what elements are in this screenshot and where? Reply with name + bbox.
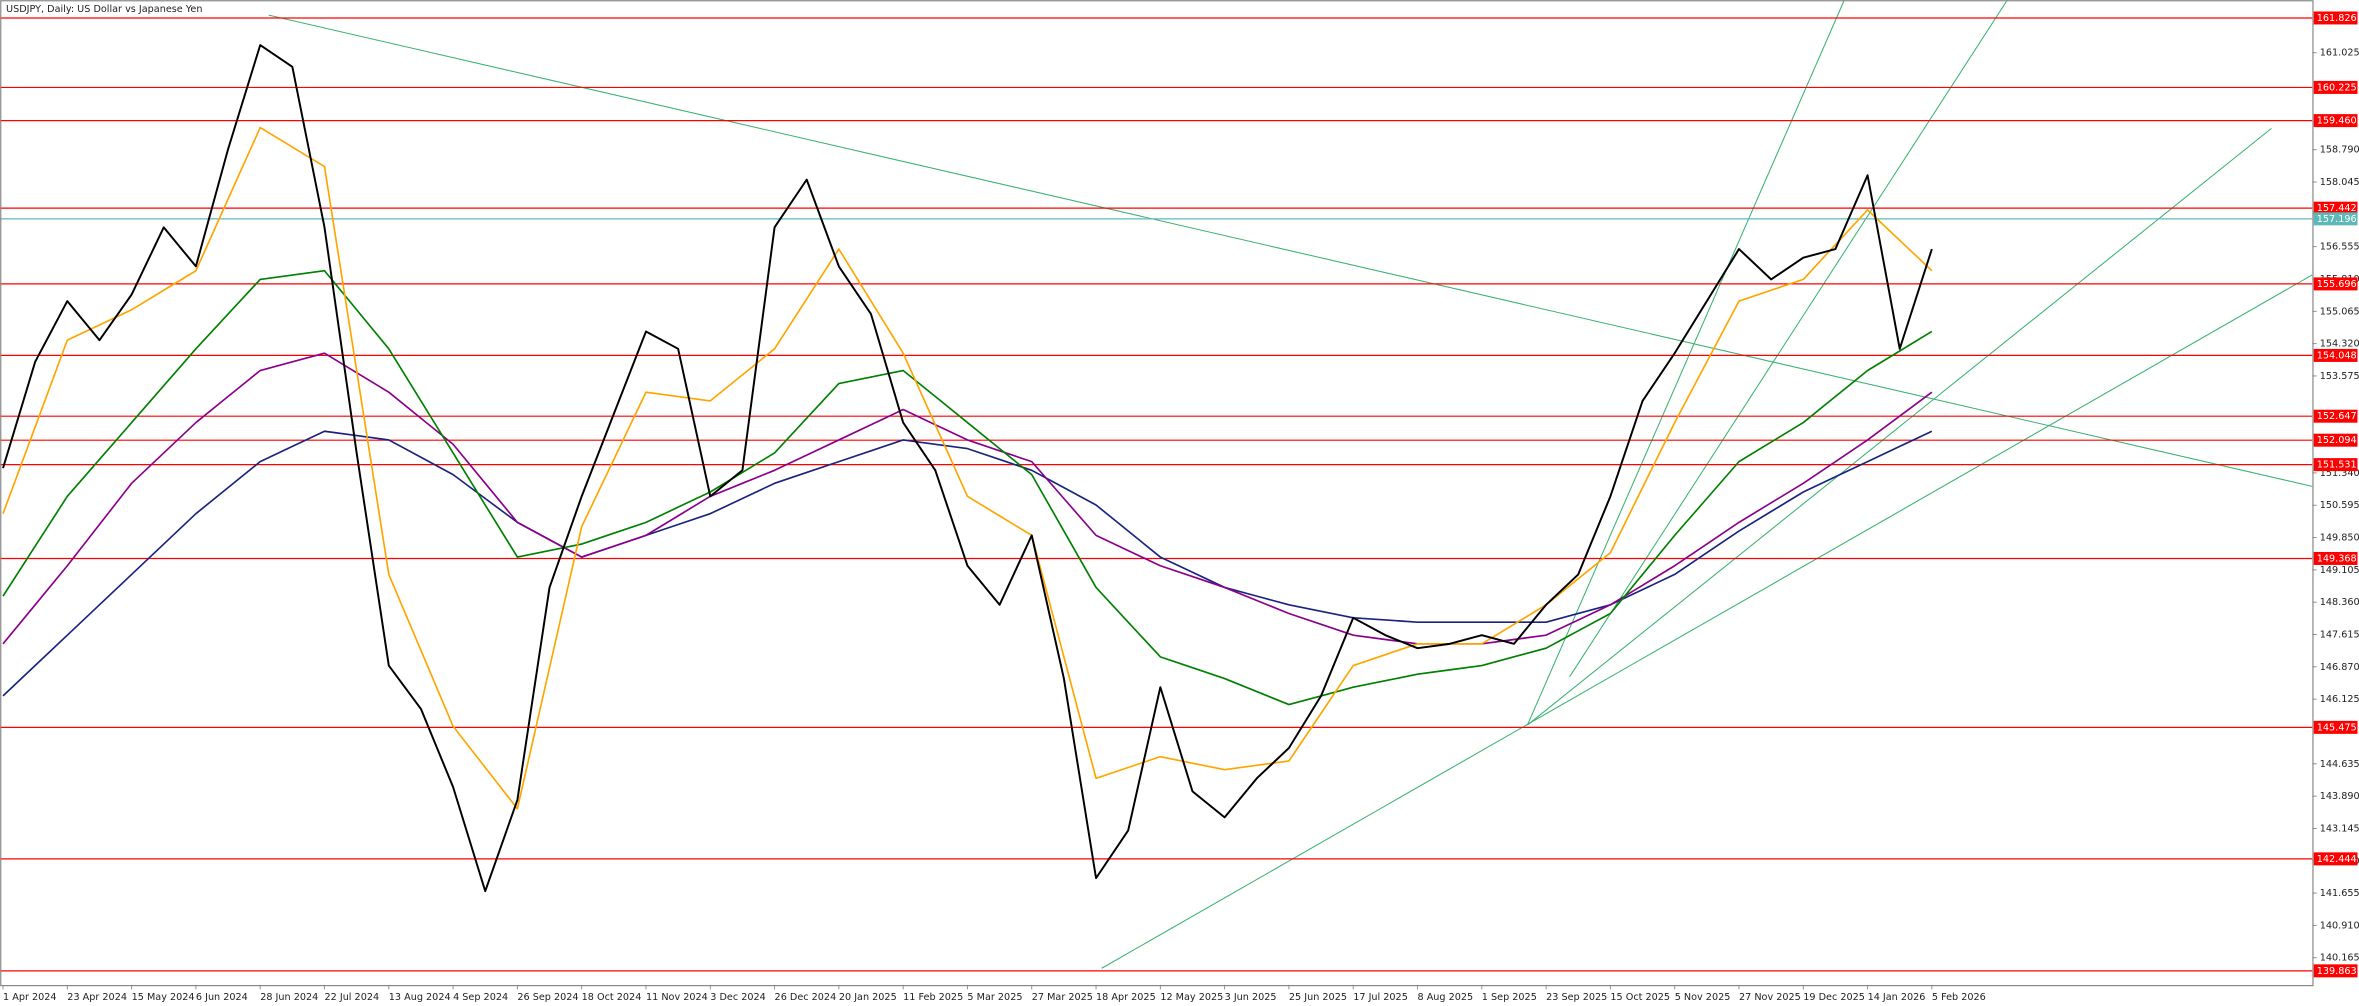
y-tick-label: 148.360 [2320,597,2359,608]
x-tick-label: 19 Dec 2025 [1803,992,1865,1003]
level-label-box [2313,348,2358,362]
x-tick-label: 12 May 2025 [1160,992,1223,1003]
y-tick-label: 155.065 [2320,306,2359,317]
x-tick-label: 27 Nov 2025 [1739,992,1801,1003]
x-tick-label: 3 Jun 2025 [1225,992,1277,1003]
y-tick-label: 146.870 [2320,662,2359,673]
plot-frame [0,0,2314,987]
level-label-box [2313,720,2358,734]
level-label: 152.647 [2317,411,2357,422]
level-label: 159.460 [2317,116,2357,127]
y-tick-label: 161.025 [2320,48,2359,59]
x-tick-label: 17 Jul 2025 [1353,992,1408,1003]
level-label: 139.863 [2317,966,2357,977]
x-tick-label: 15 May 2024 [132,992,195,1003]
y-tick-label: 156.555 [2320,242,2359,253]
x-tick-label: 1 Apr 2024 [3,992,57,1003]
level-label-box [2313,409,2358,423]
level-label: 142.444 [2317,854,2357,865]
trend-line [1527,127,2272,726]
level-label: 155.696 [2317,279,2357,290]
x-tick-label: 14 Jan 2026 [1868,992,1926,1003]
level-label-box [2313,277,2358,291]
x-tick-label: 18 Oct 2024 [582,992,642,1003]
x-tick-label: 28 Jun 2024 [260,992,318,1003]
level-label: 161.826 [2317,13,2357,24]
x-tick-label: 26 Dec 2024 [775,992,837,1003]
x-tick-label: 5 Feb 2026 [1932,992,1986,1003]
y-tick-label: 154.320 [2320,339,2359,350]
x-tick-label: 11 Nov 2024 [646,992,708,1003]
level-label-box [2313,11,2358,25]
x-tick-label: 5 Mar 2025 [967,992,1022,1003]
levels [0,17,2313,972]
x-tick-label: 23 Sep 2025 [1546,992,1607,1003]
x-tick-label: 5 Nov 2025 [1675,992,1731,1003]
level-label: 157.442 [2317,203,2357,214]
trend-line [1569,0,2008,677]
y-tick-label: 150.595 [2320,500,2359,511]
y-tick-label: 149.850 [2320,533,2359,544]
trend-line [1101,274,2313,969]
level-label-box [2313,201,2358,215]
current-price-label-box [2313,212,2358,226]
series-line [2,352,1933,645]
level-label: 160.225 [2317,82,2357,93]
y-tick-label: 140.910 [2320,920,2359,931]
x-tick-label: 1 Sep 2025 [1482,992,1537,1003]
chart-title: USDJPY, Daily: US Dollar vs Japanese Yen [6,4,202,15]
trend-lines [268,0,2313,969]
level-label-box [2313,964,2358,978]
level-label: 152.094 [2317,435,2357,446]
x-tick-label: 23 Apr 2024 [67,992,127,1003]
y-tick-label: 149.105 [2320,565,2359,576]
y-tick-label: 140.165 [2320,953,2359,964]
y-tick-label: 143.145 [2320,823,2359,834]
y-tick-label: 158.045 [2320,177,2359,188]
x-tick-label: 13 Aug 2024 [389,992,451,1003]
y-tick-label: 146.125 [2320,694,2359,705]
x-tick-label: 11 Feb 2025 [903,992,963,1003]
axes: 161.025158.790158.045156.555155.810155.0… [2,11,2359,1003]
level-label: 145.475 [2317,722,2357,733]
series-line [2,44,1933,893]
series-line [2,126,1933,810]
y-tick-label: 158.790 [2320,145,2359,156]
level-label: 154.048 [2317,350,2357,361]
series-line [2,269,1933,706]
level-label: 149.368 [2317,553,2357,564]
level-label-box [2313,433,2358,447]
current-price-label: 157.196 [2317,214,2357,225]
y-tick-label: 144.635 [2320,759,2359,770]
y-tick-label: 141.655 [2320,888,2359,899]
trend-line [268,14,2313,487]
level-label-box [2313,551,2358,565]
x-tick-label: 8 Aug 2025 [1418,992,1474,1003]
level-label: 151.531 [2317,460,2357,471]
x-tick-label: 20 Jan 2025 [839,992,897,1003]
x-tick-label: 25 Jun 2025 [1289,992,1347,1003]
x-tick-label: 6 Jun 2024 [196,992,248,1003]
level-label-box [2313,852,2358,866]
level-label-box [2313,80,2358,94]
x-tick-label: 18 Apr 2025 [1096,992,1156,1003]
level-label-box [2313,458,2358,472]
x-tick-label: 27 Mar 2025 [1032,992,1093,1003]
x-tick-label: 3 Dec 2024 [710,992,766,1003]
level-label-box [2313,114,2358,128]
y-tick-label: 143.890 [2320,791,2359,802]
x-tick-label: 22 Jul 2024 [324,992,379,1003]
x-tick-label: 4 Sep 2024 [453,992,508,1003]
price-lines [2,44,1933,893]
y-tick-label: 151.340 [2320,468,2359,479]
x-tick-label: 15 Oct 2025 [1610,992,1670,1003]
y-tick-label: 147.615 [2320,630,2359,641]
x-tick-label: 26 Sep 2024 [517,992,578,1003]
y-tick-label: 153.575 [2320,371,2359,382]
